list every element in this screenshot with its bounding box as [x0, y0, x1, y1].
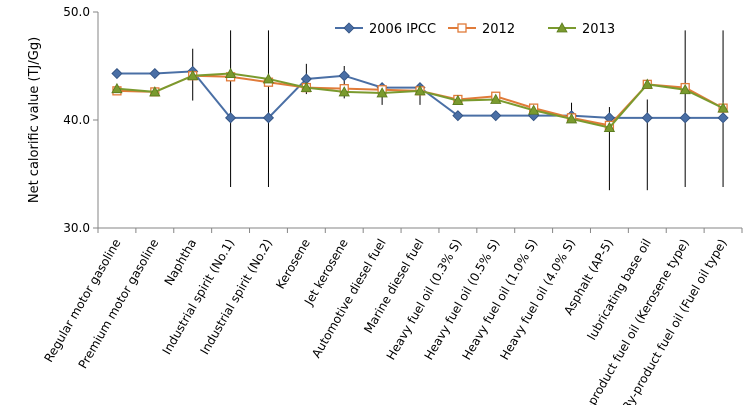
data-point: [452, 110, 464, 122]
data-point: [457, 23, 467, 33]
data-point: [490, 110, 502, 122]
legend-label: 2013: [582, 22, 615, 37]
data-point: [452, 94, 464, 105]
data-point: [187, 69, 199, 81]
data-point: [641, 112, 653, 124]
series-layer: [111, 65, 729, 132]
data-point: [225, 112, 237, 124]
legend-label: 2006 IPCC: [369, 22, 436, 37]
data-point: [679, 112, 691, 124]
x-tick-label: Naphtha: [162, 237, 200, 288]
data-point: [300, 81, 313, 92]
legend-label: 2012: [482, 22, 515, 37]
data-point: [149, 86, 161, 97]
data-point: [111, 82, 123, 94]
x-tick-label: Heavy fuel oil (1.0% S): [459, 237, 540, 363]
y-axis-label: Net calorific value (TJ/Gg): [27, 37, 42, 203]
data-point: [490, 93, 502, 104]
data-point: [149, 67, 161, 80]
x-tick-label: Heavy fuel oil (0.5% S): [422, 237, 503, 363]
data-point: [679, 83, 691, 95]
y-tick-label: 50.0: [63, 5, 90, 19]
y-tick-label: 30.0: [63, 221, 90, 235]
axis-layer: 30.0 40.0 50.0: [63, 5, 743, 235]
data-point: [527, 104, 540, 115]
series-2013: [111, 67, 729, 132]
data-point: [717, 112, 729, 124]
data-point: [717, 102, 729, 113]
legend-item: 2006 IPCC: [335, 22, 436, 37]
data-point: [262, 112, 275, 124]
x-tick-label: Industrial spirit (No.1): [160, 237, 238, 357]
legend-item: 2012: [448, 22, 515, 37]
data-point: [111, 67, 123, 80]
data-point: [565, 113, 578, 124]
y-tick-label: 40.0: [63, 113, 90, 127]
data-point: [338, 70, 350, 82]
data-point: [262, 73, 275, 84]
data-point: [414, 85, 426, 96]
data-point: [556, 22, 568, 33]
error-bars: [116, 30, 724, 191]
x-tick-label: Kerosene: [273, 237, 313, 292]
data-point: [343, 22, 355, 34]
data-point: [603, 121, 616, 132]
x-tick-label: Industrial spirit (No.2): [197, 237, 275, 357]
x-tick-label: Heavy fuel oil (4.0% S): [497, 237, 578, 363]
data-point: [641, 78, 653, 89]
data-point: [376, 87, 388, 98]
data-point: [224, 67, 237, 78]
x-tick-label: Automotive diesel fuel: [309, 237, 389, 361]
data-point: [338, 86, 350, 97]
legend-item: 2013: [548, 22, 615, 37]
legend: 2006 IPCC 2012 2013: [335, 22, 615, 37]
x-tick-label: Heavy fuel oil (0.3% S): [384, 236, 465, 362]
